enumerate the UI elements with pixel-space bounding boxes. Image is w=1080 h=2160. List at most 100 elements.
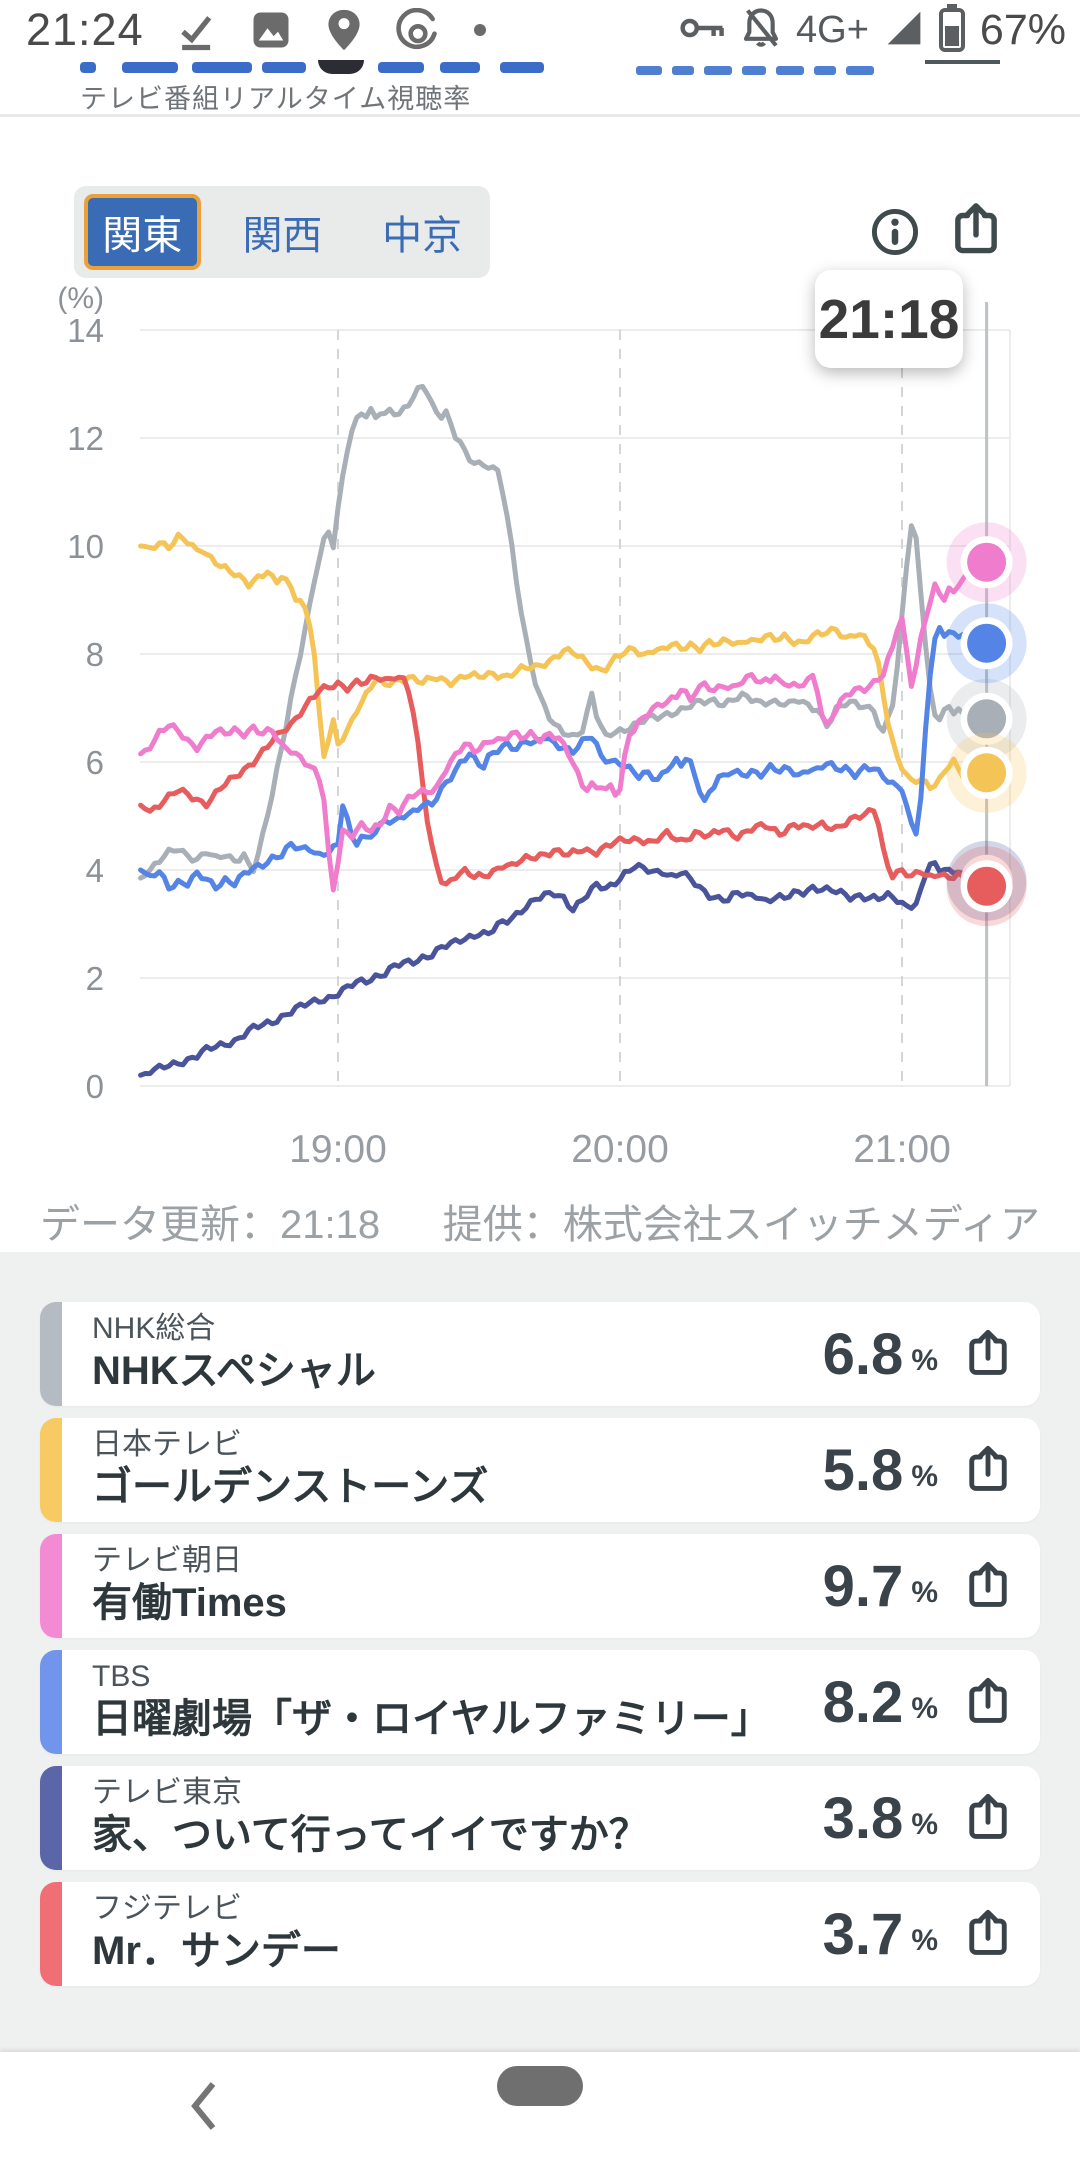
series-line (138, 531, 990, 792)
info-button[interactable] (869, 206, 921, 263)
y-axis-tick-label: 4 (86, 852, 104, 889)
channel-name: 日本テレビ (92, 1427, 242, 1461)
percent-sign: % (911, 1924, 938, 1957)
clipped-logo-fragment (122, 62, 178, 73)
rating-value: 3.7 (822, 1901, 904, 1967)
program-name: ゴールデンストーンズ (92, 1465, 489, 1510)
channel-card-4[interactable]: テレビ東京 家、ついて行ってイイですか？ 3.8% (40, 1766, 1040, 1870)
bottom-nav-bar (0, 2052, 1080, 2160)
channel-name: NHK総合 (92, 1311, 216, 1345)
channel-card-rating: 9.7% (823, 1553, 1014, 1620)
ratings-line-chart[interactable]: 0 2 4 6 8 10 12 14(%) 19:00 20:00 21:00 (0, 0, 1080, 1250)
channel-card-rating: 5.8% (823, 1437, 1014, 1504)
clipped-link-fragment (846, 66, 874, 75)
tab-kanto[interactable]: 関東 (84, 194, 201, 270)
channel-color-bar (40, 1882, 62, 1986)
rating-value: 3.8 (822, 1785, 904, 1851)
series-line (138, 860, 990, 1078)
percent-sign: % (911, 1692, 938, 1725)
series-line (138, 624, 990, 892)
clipped-link-fragment (636, 66, 662, 75)
percent-sign: % (911, 1344, 938, 1377)
notification-dot-icon (472, 22, 488, 38)
check-underline-icon (176, 9, 218, 51)
channel-card-0[interactable]: NHK総合 NHKスペシャル 6.8% (40, 1302, 1040, 1406)
share-icon[interactable] (962, 1792, 1014, 1844)
y-axis-tick-label: 2 (86, 960, 104, 997)
rating-value: 5.8 (822, 1437, 904, 1503)
channel-card-5[interactable]: フジテレビ Mr．サンデー 3.7% (40, 1882, 1040, 1986)
status-bar: 21:24 4G+ 67% (0, 0, 1080, 60)
x-axis-tick-label: 20:00 (571, 1128, 669, 1171)
series-line (138, 559, 990, 893)
clipped-menu-fragment (925, 60, 1000, 64)
share-icon[interactable] (962, 1560, 1014, 1612)
channel-card-rating: 8.2% (823, 1669, 1014, 1736)
region-tab-bar: 関東 関西 中京 (74, 186, 490, 278)
rating-value: 8.2 (822, 1669, 904, 1735)
clipped-link-fragment (704, 66, 732, 75)
data-provider-label: 提供：株式会社スイッチメディア (442, 1203, 1040, 1247)
tab-chukyo[interactable]: 中京 (354, 203, 490, 261)
program-name: 日曜劇場「ザ・ロイヤルファミリー」 (92, 1697, 771, 1742)
notifications-off-icon (741, 7, 781, 54)
y-axis-tick-label: 14 (67, 312, 104, 349)
program-name: NHKスペシャル (92, 1349, 376, 1394)
signal-strength-icon (884, 8, 924, 53)
clipped-logo-fragment (318, 60, 364, 74)
home-pill-button[interactable] (497, 2066, 583, 2106)
channel-card-rating: 6.8% (823, 1321, 1014, 1388)
channel-color-bar (40, 1650, 62, 1754)
program-name: 有働Times (92, 1581, 287, 1626)
channel-card-2[interactable]: テレビ朝日 有働Times 9.7% (40, 1534, 1040, 1638)
y-axis-unit-label: (%) (57, 282, 104, 315)
share-icon[interactable] (962, 1908, 1014, 1960)
data-updated-label: データ更新：21:18 (40, 1203, 381, 1247)
program-name: 家、ついて行ってイイですか？ (92, 1813, 649, 1858)
channel-name: TBS (92, 1659, 151, 1693)
channel-card-1[interactable]: 日本テレビ ゴールデンストーンズ 5.8% (40, 1418, 1040, 1522)
program-name: Mr．サンデー (92, 1929, 341, 1974)
tab-chukyo-label: 中京 (382, 214, 463, 258)
app-header: テレビ番組リアルタイム視聴率 (0, 60, 1080, 117)
clipped-logo-fragment (440, 62, 480, 73)
share-icon[interactable] (962, 1444, 1014, 1496)
percent-sign: % (911, 1576, 938, 1609)
battery-icon (938, 3, 965, 57)
y-axis-tick-label: 6 (86, 744, 104, 781)
channel-card-text: TBS 日曜劇場「ザ・ロイヤルファミリー」 (92, 1660, 823, 1745)
series-endpoint-dot (967, 542, 1007, 582)
channel-card-text: テレビ東京家、ついて行ってイイですか？ (92, 1776, 823, 1861)
channel-card-text: NHK総合 NHKスペシャル (92, 1312, 823, 1397)
series-endpoint-dot (967, 753, 1007, 793)
y-axis-tick-label: 10 (67, 528, 104, 565)
cursor-time-label: 21:18 (818, 288, 960, 350)
clipped-link-fragment (742, 66, 766, 75)
clipped-logo-fragment (500, 62, 544, 73)
channel-card-text: テレビ朝日 有働Times (92, 1544, 823, 1629)
channel-card-rating: 3.7% (823, 1901, 1014, 1968)
tab-kansai[interactable]: 関西 (215, 203, 351, 261)
share-button[interactable] (947, 201, 1005, 264)
channel-list: NHK総合 NHKスペシャル 6.8% 日本テレビ ゴールデンストーンズ 5.8% テレビ朝… (40, 1302, 1040, 1998)
share-icon[interactable] (962, 1328, 1014, 1380)
channel-card-rating: 3.8% (823, 1785, 1014, 1852)
clipped-link-fragment (672, 66, 694, 75)
back-button[interactable] (183, 2078, 223, 2139)
x-axis-tick-label: 19:00 (289, 1128, 387, 1171)
channel-card-3[interactable]: TBS 日曜劇場「ザ・ロイヤルファミリー」 8.2% (40, 1650, 1040, 1754)
cursor-time-tooltip: 21:18 (815, 270, 963, 368)
status-clock: 21:24 (26, 4, 144, 55)
channel-card-text: 日本テレビゴールデンストーンズ (92, 1428, 823, 1513)
series-endpoint-dot (967, 699, 1007, 739)
location-pin-icon (324, 8, 364, 52)
channel-name: フジテレビ (92, 1891, 242, 1925)
y-axis-tick-label: 8 (86, 636, 104, 673)
battery-percent-label: 67% (979, 5, 1066, 54)
share-icon[interactable] (962, 1676, 1014, 1728)
app-subtitle: テレビ番組リアルタイム視聴率 (80, 84, 472, 114)
clipped-link-fragment (814, 66, 836, 75)
channel-name: テレビ東京 (92, 1775, 242, 1809)
percent-sign: % (911, 1460, 938, 1493)
gallery-icon (250, 9, 292, 51)
